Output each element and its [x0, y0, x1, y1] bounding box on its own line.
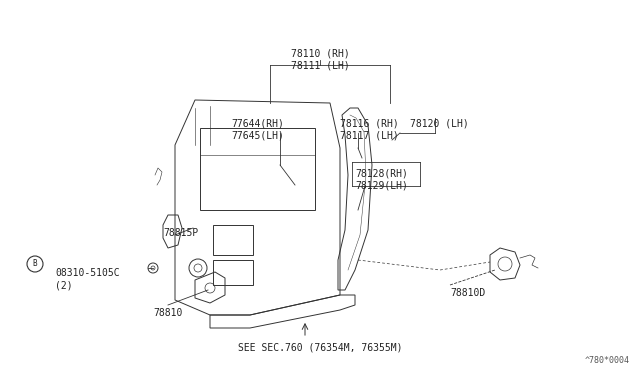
Text: 08310-5105C: 08310-5105C	[55, 268, 120, 278]
Text: 78111 (LH): 78111 (LH)	[291, 60, 349, 70]
Text: SEE SEC.760 (76354M, 76355M): SEE SEC.760 (76354M, 76355M)	[237, 342, 403, 352]
Text: 78117 (LH): 78117 (LH)	[340, 130, 399, 140]
Text: ^780*0004: ^780*0004	[585, 356, 630, 365]
Text: 78120 (LH): 78120 (LH)	[410, 118, 468, 128]
Text: 78128(RH): 78128(RH)	[355, 168, 408, 178]
Text: 77645(LH): 77645(LH)	[232, 130, 284, 140]
Text: 78815P: 78815P	[163, 228, 198, 238]
Text: 78110 (RH): 78110 (RH)	[291, 48, 349, 58]
Text: (2): (2)	[55, 280, 72, 290]
Text: 78810: 78810	[154, 308, 182, 318]
Text: B: B	[33, 260, 37, 269]
Text: 78129(LH): 78129(LH)	[355, 180, 408, 190]
Text: 77644(RH): 77644(RH)	[232, 118, 284, 128]
Text: 78116 (RH): 78116 (RH)	[340, 118, 399, 128]
Text: 78810D: 78810D	[450, 288, 485, 298]
